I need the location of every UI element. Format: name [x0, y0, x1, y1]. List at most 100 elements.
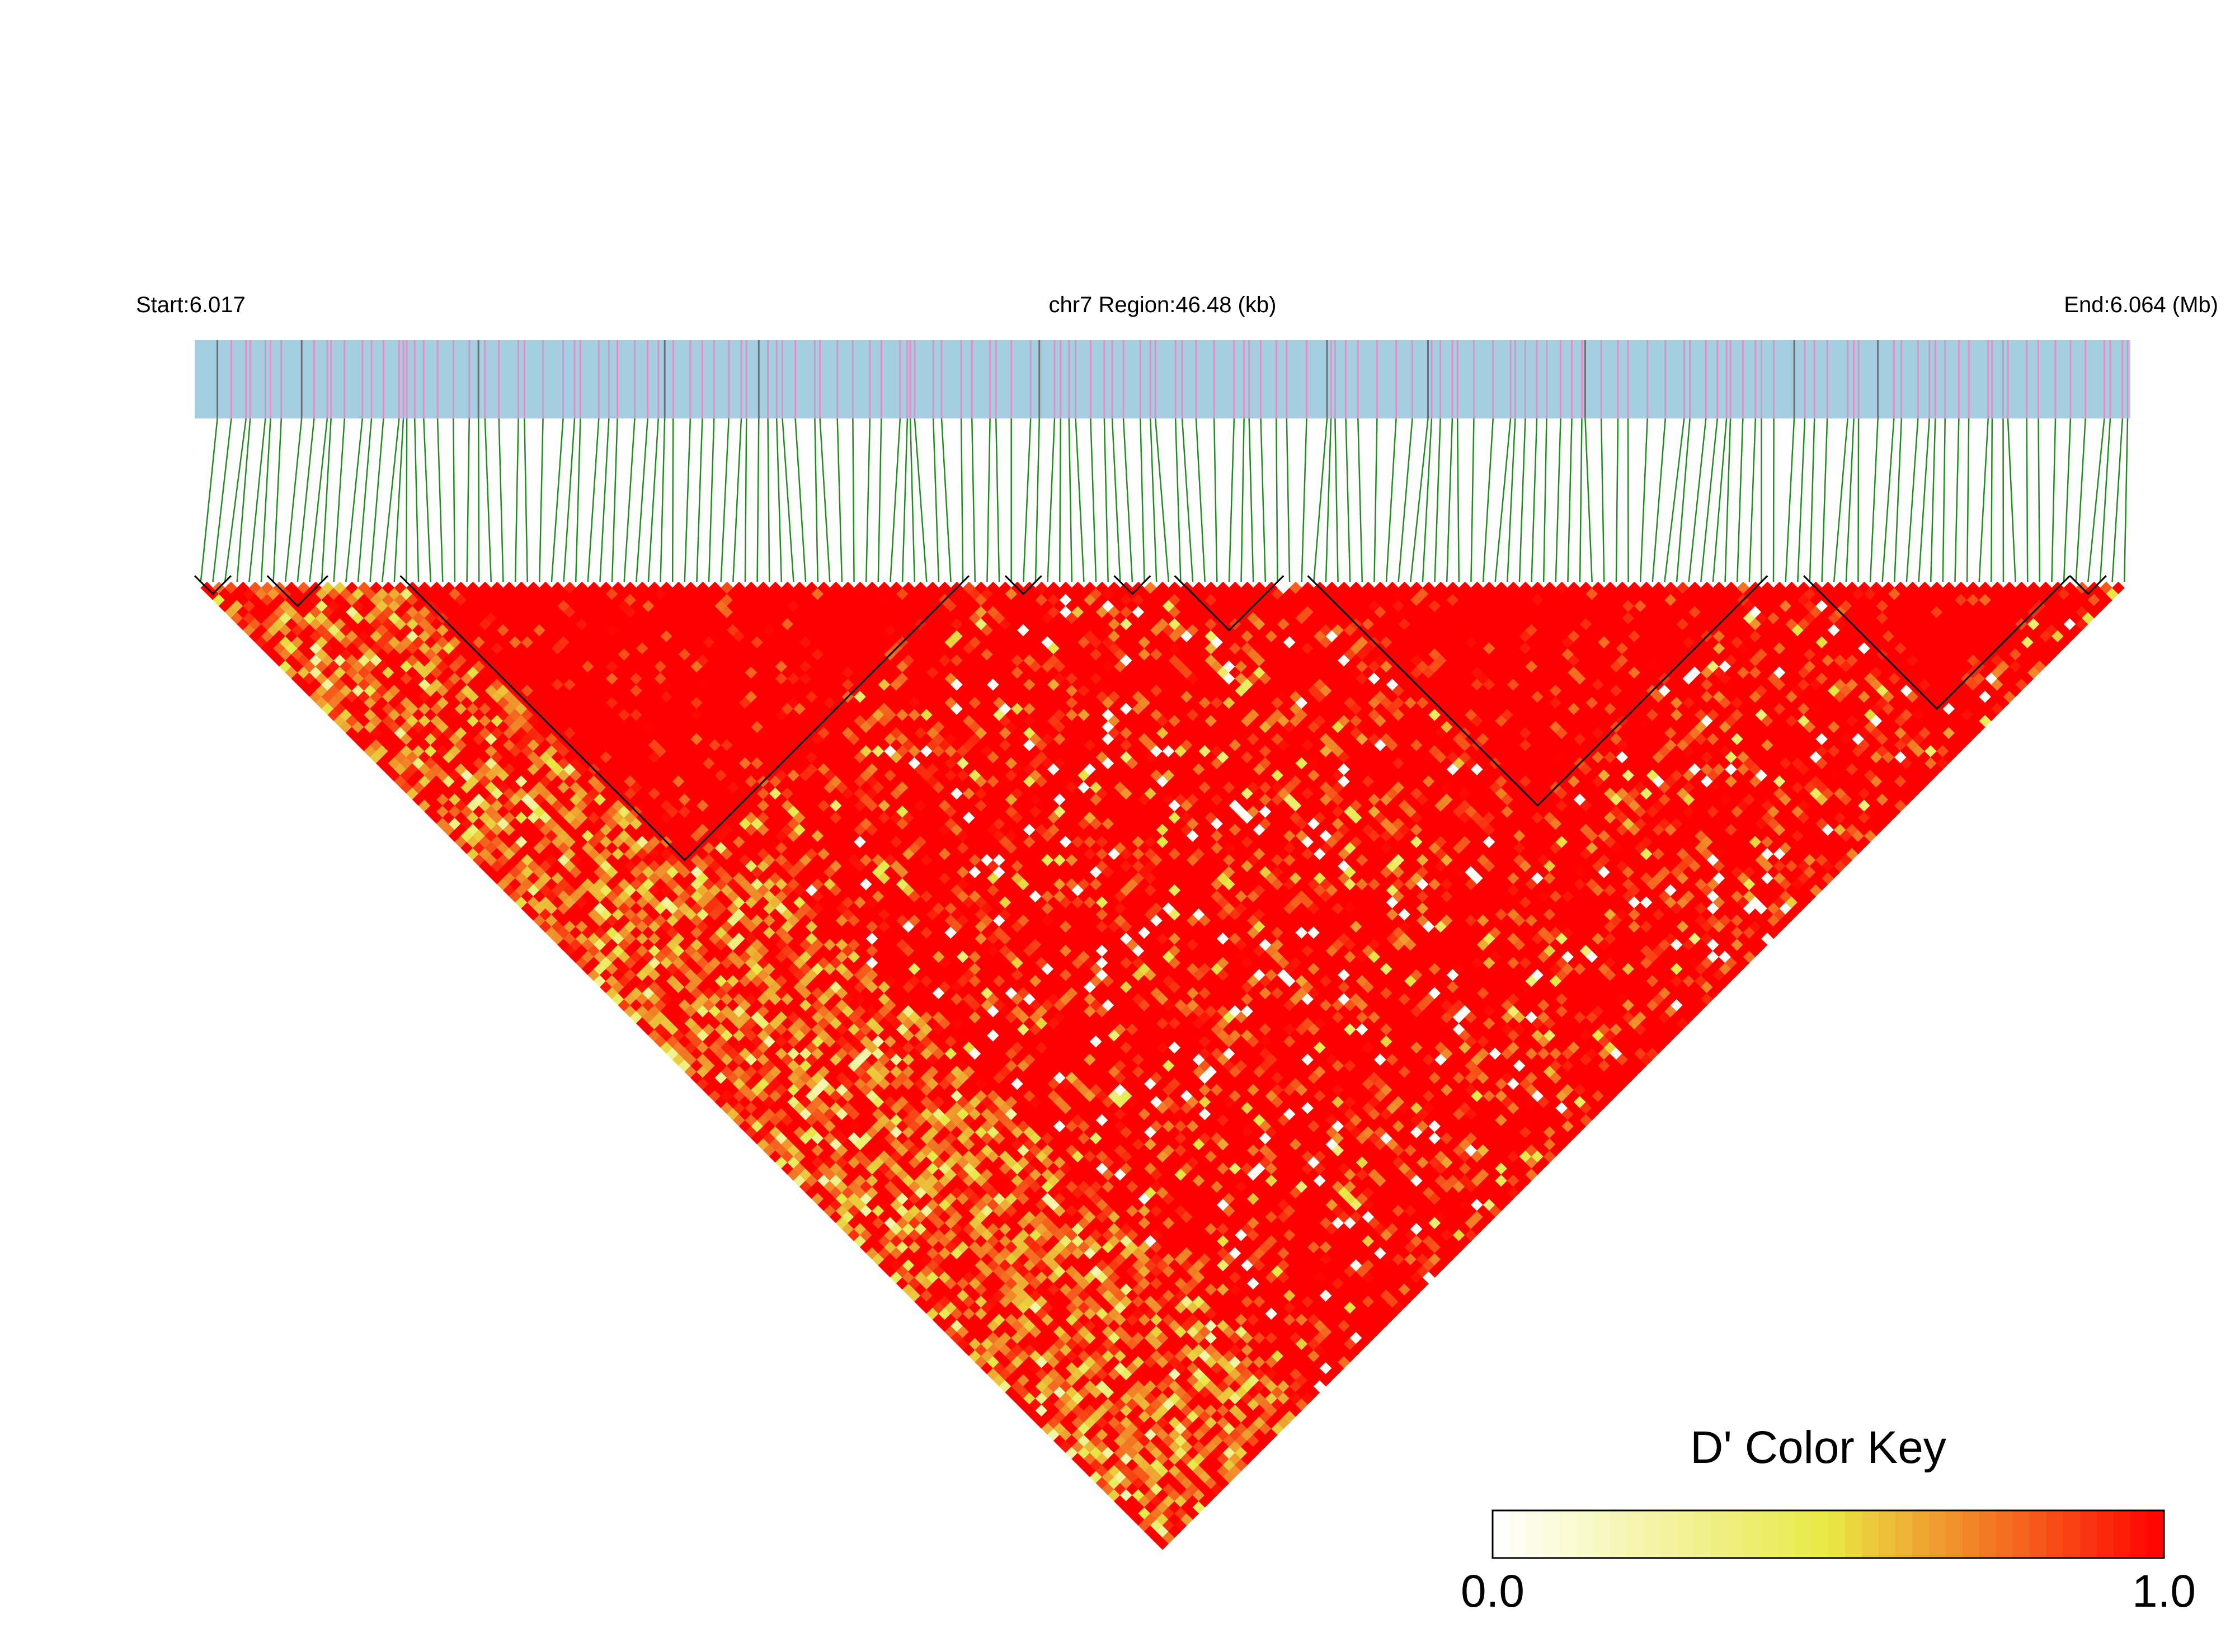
snp-connector: [1047, 418, 1056, 582]
snp-connector: [484, 418, 492, 582]
snp-connector: [1676, 418, 1691, 582]
snp-connector: [1345, 418, 1351, 582]
snp-connector: [782, 418, 794, 582]
snp-connector: [1700, 418, 1718, 582]
snp-connector: [1567, 418, 1573, 582]
snp-connector: [436, 418, 444, 582]
snp-connector: [1456, 418, 1460, 582]
snp-connector: [1954, 418, 1960, 582]
snp-connector: [1140, 418, 1145, 582]
snp-connector: [248, 418, 266, 582]
snp-connector: [1627, 418, 1629, 582]
snp-connector: [212, 418, 232, 582]
snp-connector: [1688, 418, 1707, 582]
snp-connector: [877, 418, 882, 582]
snp-connector: [940, 418, 952, 582]
snp-connector: [932, 418, 940, 582]
snp-connector: [1248, 418, 1254, 582]
snp-connector: [1881, 418, 1895, 582]
snp-connector: [1845, 418, 1855, 582]
snp-connector: [1103, 418, 1109, 582]
snp-connector: [1918, 418, 1930, 582]
snp-connector: [1930, 418, 1936, 582]
snp-connector: [1446, 418, 1453, 582]
snp-connector: [1301, 418, 1307, 582]
snp-connector: [865, 418, 871, 582]
snp-connector: [1373, 418, 1378, 582]
snp-connector: [1150, 418, 1158, 582]
snp-connector: [1809, 418, 1815, 582]
snp-connector: [524, 418, 528, 582]
snp-connector: [2099, 418, 2111, 582]
snp-connector: [1507, 418, 1516, 582]
snp-connector: [732, 418, 742, 582]
snp-connector: [224, 418, 247, 582]
snp-connector: [1154, 418, 1170, 582]
snp-connector: [1942, 418, 1946, 582]
snp-connector: [767, 418, 770, 582]
snp-connector: [1579, 418, 1583, 582]
snp-connector: [1905, 418, 1919, 582]
snp-connector: [660, 418, 666, 582]
snp-connector: [321, 418, 332, 582]
snp-connector: [453, 418, 456, 582]
snp-connector: [995, 418, 1000, 582]
snp-connector: [1325, 418, 1332, 582]
snp-connector: [1615, 418, 1619, 582]
snp-connector: [960, 418, 964, 582]
snp-connector: [1494, 418, 1512, 582]
snp-connector: [1228, 418, 1235, 582]
snp-connector: [708, 418, 715, 582]
snp-connector: [636, 418, 648, 582]
snp-connector: [1260, 418, 1267, 582]
snp-connector: [890, 418, 901, 582]
snp-connector: [836, 418, 843, 582]
snp-connector: [381, 418, 400, 582]
snp-connector: [1991, 418, 1993, 582]
snp-connector: [260, 418, 271, 582]
snp-connector: [1748, 418, 1757, 582]
snp-connector: [413, 418, 420, 582]
snp-connector: [2075, 418, 2086, 582]
snp-connector: [1797, 418, 1806, 582]
snp-connector: [647, 418, 659, 582]
snp-connector: [1075, 418, 1085, 582]
snp-connector: [2051, 418, 2057, 582]
snp-connector: [1651, 418, 1667, 582]
region-label: chr7 Region:46.48 (kb): [1049, 293, 1277, 317]
snp-connector: [1023, 418, 1032, 582]
snp-connector: [599, 418, 610, 582]
snp-connector: [1313, 418, 1328, 582]
snp-connector: [333, 418, 346, 582]
snp-connector: [297, 418, 315, 582]
snp-connector: [1058, 418, 1061, 582]
snp-connector: [1966, 418, 1970, 582]
snp-connector: [309, 418, 328, 582]
snp-connector: [1240, 418, 1245, 582]
snp-connector: [1772, 418, 1775, 582]
snp-connector: [345, 418, 364, 582]
snp-connector: [1385, 418, 1397, 582]
snp-connector: [1213, 418, 1218, 582]
snp-connector: [2038, 418, 2041, 582]
snp-connector: [575, 418, 581, 582]
snp-connector: [1600, 418, 1605, 582]
snp-connector: [901, 418, 909, 582]
end-label: End:6.064 (Mb): [2064, 293, 2218, 317]
snp-connector: [671, 418, 674, 582]
snp-connector: [466, 418, 470, 582]
snp-connector: [1894, 418, 1903, 582]
snp-connector: [423, 418, 431, 582]
snp-connector: [1821, 418, 1828, 582]
snp-connector: [550, 418, 564, 582]
snp-connector: [1518, 418, 1526, 582]
snp-connector: [1174, 418, 1182, 582]
snp-connector: [909, 418, 915, 582]
snp-connector: [1434, 418, 1441, 582]
snp-connector: [1410, 418, 1429, 582]
snp-connector: [775, 418, 783, 582]
snp-connector: [200, 418, 218, 582]
snp-connector: [2123, 418, 2129, 582]
snp-connector: [1978, 418, 1989, 582]
